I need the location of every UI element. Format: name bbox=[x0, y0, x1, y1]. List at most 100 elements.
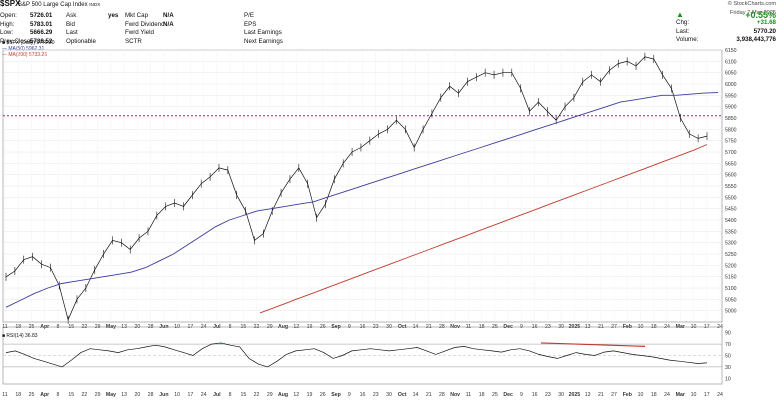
x-tick-label-bottom: Mar bbox=[676, 392, 685, 398]
high-value: 5783.01 bbox=[30, 20, 53, 28]
y-tick-label: 5000 bbox=[725, 309, 737, 315]
y-tick-label: 5100 bbox=[725, 286, 737, 292]
y-tick-label: 5600 bbox=[725, 173, 737, 179]
x-tick-label-bottom: 30 bbox=[386, 392, 392, 398]
rsi-tick-label: 30 bbox=[725, 365, 731, 371]
x-tick-label-bottom: 17 bbox=[704, 392, 710, 398]
rsi-line bbox=[5, 342, 708, 368]
y-tick-label: 5550 bbox=[725, 184, 737, 190]
y-tick-label: 5750 bbox=[725, 139, 737, 145]
x-tick-label-bottom: Sep bbox=[331, 392, 341, 398]
y-tick-label: 5850 bbox=[725, 116, 737, 122]
x-tick-label-bottom: 19 bbox=[307, 392, 313, 398]
ticker-symbol: $SPX bbox=[0, 0, 21, 8]
x-tick-label-bottom: 9 bbox=[520, 392, 523, 398]
exchange-label: INDX bbox=[89, 2, 101, 7]
chg-row: Chg: +31.68 bbox=[676, 19, 776, 27]
y-tick-label: 5800 bbox=[725, 127, 737, 133]
x-tick-label-bottom: 10 bbox=[174, 392, 180, 398]
header-col4-labels: P/E EPS Last Earnings Next Earnings bbox=[244, 12, 283, 46]
ma50-line bbox=[5, 92, 719, 308]
x-tick-label-bottom: Nov bbox=[450, 392, 460, 398]
x-tick-label-bottom: 24 bbox=[201, 392, 207, 398]
x-tick-label-bottom: Dec bbox=[503, 392, 513, 398]
pct-change-row: ▲ +0.55% bbox=[676, 10, 776, 20]
x-tick-label-bottom: 14 bbox=[413, 392, 419, 398]
price-legend: ■ $SPX (Daily) 5770.20 — MA(50) 5962.31 … bbox=[2, 40, 55, 58]
header-col1-labels: Open: High: Low: Prev Close: bbox=[0, 12, 34, 46]
x-tick-label-bottom: 13 bbox=[585, 392, 591, 398]
low-label: Low: bbox=[0, 29, 14, 37]
low-value: 5666.29 bbox=[30, 29, 53, 37]
prev-close-label: Prev Close: bbox=[0, 37, 32, 45]
open-value: 5726.01 bbox=[30, 12, 53, 19]
rsi-tick-label: 10 bbox=[725, 376, 731, 382]
attribution-text: © StockCharts.com bbox=[727, 1, 776, 7]
last-earnings-label: Last Earnings bbox=[244, 29, 282, 37]
fwrd-dividend-label: Fwrd Dividend bbox=[125, 20, 165, 28]
x-tick-label-bottom: 26 bbox=[320, 392, 326, 398]
y-tick-label: 5650 bbox=[725, 161, 737, 167]
fwrd-dividend-value: N/A bbox=[163, 12, 174, 19]
x-tick-label-bottom: 21 bbox=[426, 392, 432, 398]
x-tick-label-bottom: 25 bbox=[29, 392, 35, 398]
last-label-mid: Last bbox=[66, 29, 78, 37]
x-tick-label-bottom: 23 bbox=[373, 392, 379, 398]
price-line bbox=[5, 56, 708, 321]
x-tick-label-bottom: 28 bbox=[439, 392, 445, 398]
header-col2-labels: Ask Bid Last Optionable bbox=[66, 12, 106, 46]
rsi-tick-label: 90 bbox=[725, 331, 731, 337]
up-arrow-icon: ▲ bbox=[676, 10, 684, 19]
x-tick-label-bottom: 11 bbox=[2, 392, 7, 398]
x-tick-label-bottom: 20 bbox=[135, 392, 141, 398]
x-tick-label-bottom: 24 bbox=[664, 392, 670, 398]
y-tick-label: 5500 bbox=[725, 195, 737, 201]
x-tick-label-bottom: 16 bbox=[360, 392, 366, 398]
x-tick-label-bottom: 8 bbox=[229, 392, 232, 398]
y-tick-label: 5450 bbox=[725, 207, 737, 213]
volume-row: Volume: 3,938,443,776 bbox=[676, 36, 776, 44]
chg-value: +31.68 bbox=[756, 19, 776, 27]
x-tick-label-bottom: 29 bbox=[95, 392, 101, 398]
y-tick-label: 5900 bbox=[725, 105, 737, 111]
x-tick-label-bottom: 9 bbox=[348, 392, 351, 398]
y-tick-label: 5950 bbox=[725, 93, 737, 99]
rsi-overbought-fill bbox=[216, 342, 225, 345]
index-name-text: S&P 500 Large Cap Index bbox=[18, 2, 88, 8]
x-tick-label-bottom: Apr bbox=[40, 392, 49, 398]
pct-change-value: +0.55% bbox=[745, 10, 776, 20]
quote-header: $SPX S&P 500 Large Cap Index INDX Open: … bbox=[0, 0, 780, 50]
chg-label: Chg: bbox=[676, 19, 690, 27]
volume-label: Volume: bbox=[676, 36, 699, 44]
optionable-label: Optionable bbox=[66, 37, 96, 45]
y-tick-label: 6050 bbox=[725, 71, 737, 77]
rsi-legend: ■ RSI(14) 36.83 bbox=[2, 333, 38, 339]
x-tick-label-bottom: 18 bbox=[15, 392, 21, 398]
x-tick-label-bottom: May bbox=[106, 392, 116, 398]
x-tick-label-bottom: 15 bbox=[68, 392, 74, 398]
volume-value: 3,938,443,776 bbox=[736, 36, 776, 44]
y-tick-label: 6100 bbox=[725, 59, 737, 65]
prev-close-value: 5738.52 bbox=[30, 37, 53, 45]
last-value: 5770.20 bbox=[753, 27, 776, 35]
x-tick-label-bottom: 2025 bbox=[569, 392, 581, 398]
fwrd-yield-label: Fwrd Yield bbox=[125, 29, 154, 37]
ask-label: Ask bbox=[66, 12, 77, 19]
header-col2-values: yes bbox=[108, 12, 118, 21]
y-tick-label: 5400 bbox=[725, 218, 737, 224]
high-label: High: bbox=[0, 20, 15, 28]
y-tick-label: 5250 bbox=[725, 252, 737, 258]
header-col3-labels: Mkt Cap Fwrd Dividend Fwrd Yield SCTR bbox=[125, 12, 165, 46]
y-tick-label: 6000 bbox=[725, 82, 737, 88]
x-tick-label-bottom: 13 bbox=[121, 392, 127, 398]
x-tick-label-bottom: 28 bbox=[148, 392, 154, 398]
index-name: S&P 500 Large Cap Index INDX bbox=[18, 1, 100, 10]
x-tick-label-bottom: 21 bbox=[598, 392, 604, 398]
x-tick-label-bottom: 12 bbox=[293, 392, 299, 398]
x-tick-label-bottom: 29 bbox=[267, 392, 273, 398]
x-tick-label-bottom: 8 bbox=[57, 392, 60, 398]
y-tick-label: 5200 bbox=[725, 263, 737, 269]
attribution: © StockCharts.com Friday 7-Mar-2025 bbox=[728, 0, 776, 17]
x-tick-label-bottom: Jul bbox=[213, 392, 221, 398]
